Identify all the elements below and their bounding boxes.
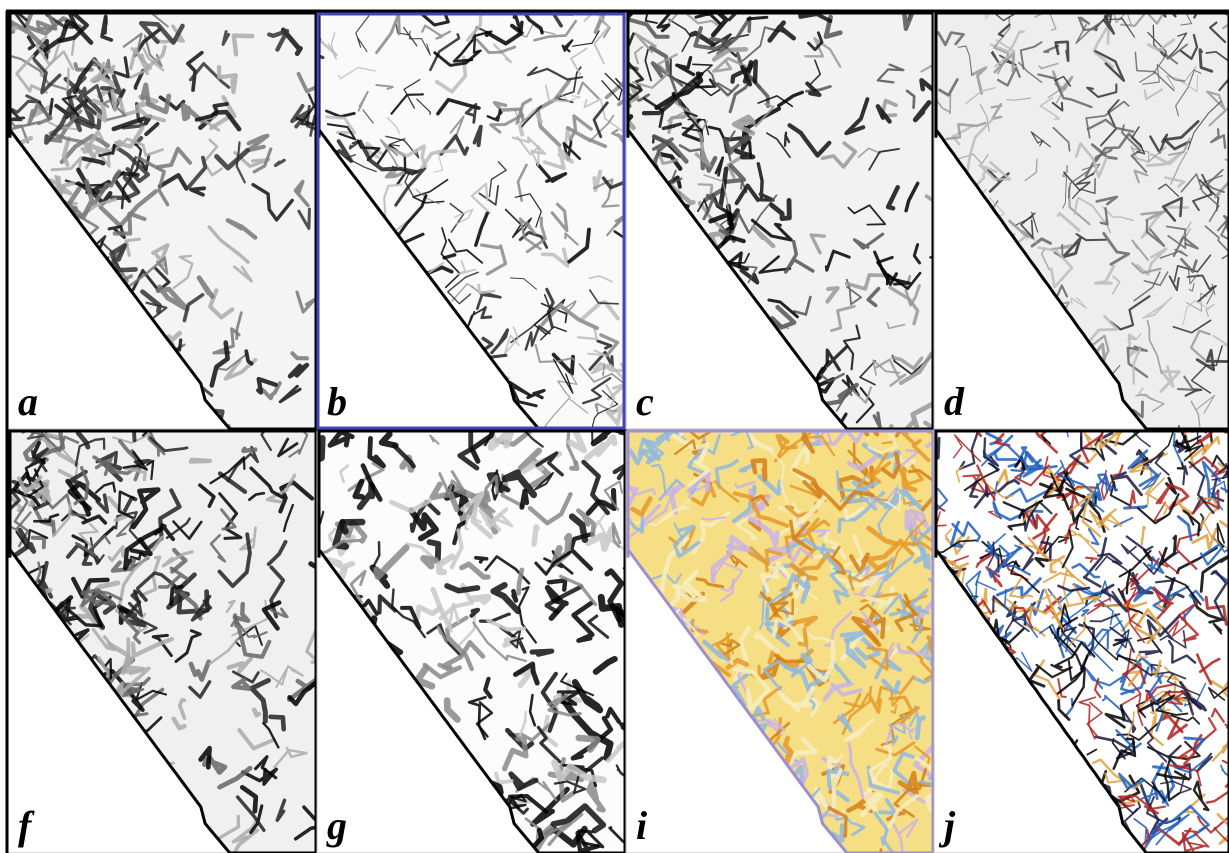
- vessel-stroke: [513, 591, 516, 600]
- vessel-stroke: [243, 449, 255, 451]
- panel: g: [299, 400, 645, 853]
- panel: d: [899, 0, 1229, 454]
- panel-label: a: [18, 379, 38, 424]
- vessel-stroke: [522, 491, 527, 507]
- panel: j: [893, 400, 1229, 853]
- panel: i: [588, 402, 967, 853]
- panel-label: d: [944, 379, 965, 424]
- figure: a b c d fg i j: [0, 0, 1229, 853]
- vessel-stroke: [1125, 506, 1147, 508]
- vessel-stroke: [472, 597, 488, 601]
- panel-grid: a b c d fg i j: [0, 0, 1229, 853]
- panel-label: i: [636, 803, 647, 848]
- panel-label: c: [636, 379, 654, 424]
- panel: b: [302, 0, 661, 443]
- panel-label: g: [326, 803, 347, 848]
- vessel-stroke: [424, 559, 436, 567]
- vessel-stroke: [534, 527, 537, 544]
- vessel-stroke: [532, 651, 552, 654]
- panel: c: [586, 0, 959, 460]
- panel: a: [0, 0, 330, 478]
- vessel-stroke: [191, 460, 210, 462]
- panel-label: b: [327, 379, 347, 424]
- panel: f: [0, 407, 341, 853]
